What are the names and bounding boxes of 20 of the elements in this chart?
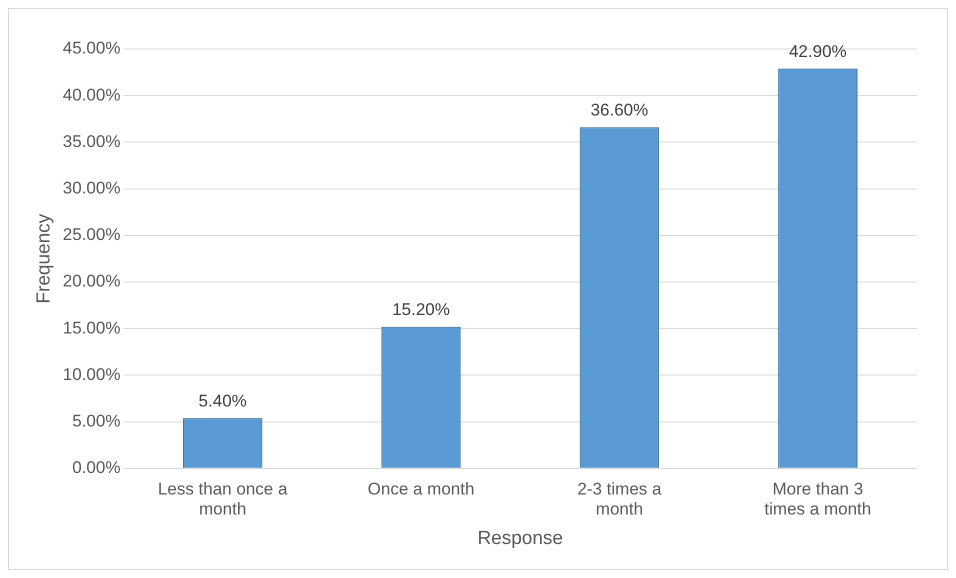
y-tick-label: 25.00%: [62, 225, 120, 244]
y-tick-label: 20.00%: [62, 272, 120, 291]
y-tick-label: 15.00%: [62, 318, 120, 338]
x-tick-label: More than 3 times a month: [764, 479, 872, 519]
y-tick-label: 30.00%: [62, 178, 120, 198]
x-tick-label: Less than once a month: [158, 479, 288, 519]
y-axis-title: Frequency: [34, 213, 55, 304]
data-label: 42.90%: [788, 42, 847, 61]
data-label: 36.60%: [590, 100, 648, 120]
data-label: 5.40%: [198, 391, 247, 410]
y-tick-label: 0.00%: [72, 458, 120, 478]
y-tick-label: 35.00%: [62, 132, 120, 151]
y-tick-label: 45.00%: [62, 38, 120, 58]
x-tick-label: 2-3 times a month: [577, 479, 662, 519]
x-axis-title: Response: [477, 528, 564, 549]
y-tick-label: 40.00%: [62, 85, 120, 104]
x-tick-label: Once a month: [368, 479, 474, 498]
data-label: 15.20%: [392, 300, 450, 319]
y-tick-label: 5.00%: [72, 411, 120, 430]
y-tick-label: 10.00%: [62, 364, 120, 384]
